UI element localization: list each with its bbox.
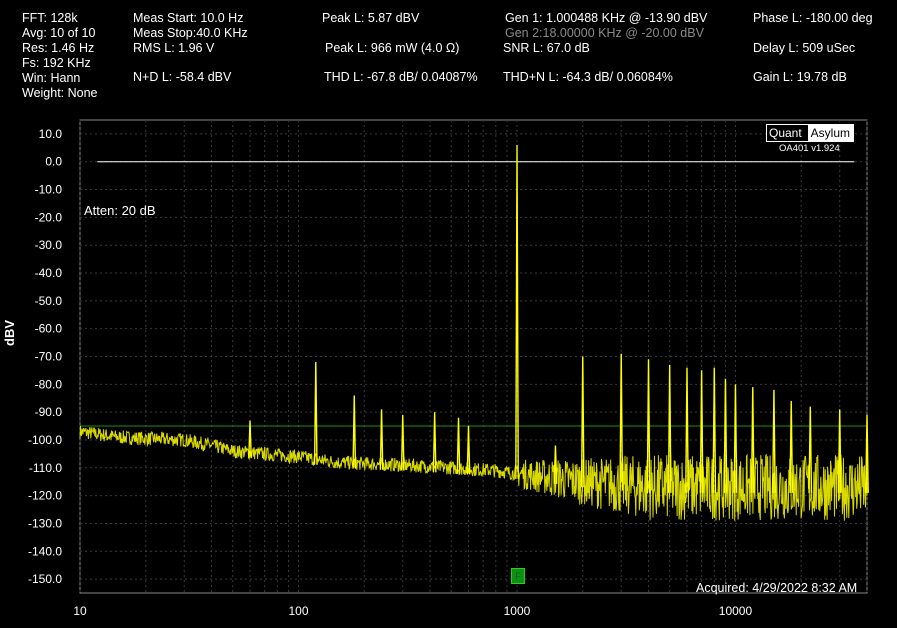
- meas-start: Meas Start: 10.0 Hz: [133, 11, 244, 25]
- y-tick-label: -60.0: [35, 322, 63, 336]
- y-tick-label: -110.0: [29, 461, 62, 475]
- spectral-peak: [733, 384, 738, 493]
- spectral-peak: [667, 364, 672, 493]
- y-tick-label: -100.0: [28, 433, 62, 447]
- quantasylum-logo: Quant Asylum: [766, 124, 854, 142]
- resolution: Res: 1.46 Hz: [22, 41, 95, 55]
- spectral-peak: [699, 370, 704, 493]
- spectral-peak: [723, 378, 728, 493]
- spectral-peak: [352, 395, 357, 469]
- spectral-peak: [553, 445, 558, 484]
- plot-frame: [79, 119, 868, 594]
- y-tick-label: -150.0: [28, 572, 62, 586]
- y-tick-label: -20.0: [35, 210, 63, 224]
- spectral-peak: [466, 426, 471, 475]
- y-axis-label: dBV: [2, 320, 17, 346]
- y-tick-label: -50.0: [35, 294, 63, 308]
- y-tick-label: -80.0: [35, 377, 63, 391]
- spectral-peak: [646, 359, 651, 493]
- spectral-peak: [580, 356, 585, 488]
- snr: SNR L: 67.0 dB: [503, 41, 590, 55]
- x-tick-label: 10: [73, 604, 87, 618]
- spectral-peak: [712, 367, 717, 493]
- spectral-peak: [772, 389, 776, 493]
- spectral-peak: [456, 417, 461, 474]
- spectral-peak: [789, 401, 794, 493]
- y-tick-label: -30.0: [35, 238, 63, 252]
- settings-column: FFT: 128k Avg: 10 of 10 Res: 1.46 Hz Fs:…: [22, 11, 98, 101]
- phase: Phase L: -180.00 deg: [753, 11, 873, 25]
- spectral-peak: [313, 362, 318, 465]
- spectral-peak: [515, 145, 519, 479]
- averaging: Avg: 10 of 10: [22, 26, 96, 40]
- spectral-peak: [248, 420, 252, 459]
- acquired-timestamp: Acquired: 4/29/2022 8:32 AM: [696, 581, 858, 595]
- y-tick-label: -40.0: [35, 266, 63, 280]
- spectral-peak: [432, 412, 437, 473]
- n-plus-d: N+D L: -58.4 dBV: [133, 70, 232, 84]
- y-tick-label: -130.0: [28, 516, 62, 530]
- spectral-peak: [808, 406, 813, 493]
- x-tick-label: 10000: [719, 604, 753, 618]
- y-tick-label: -10.0: [35, 183, 63, 197]
- rms-level: RMS L: 1.96 V: [133, 41, 215, 55]
- window: Win: Hann: [22, 71, 81, 85]
- peak-mw: Peak L: 966 mW (4.0 Ω): [325, 41, 460, 55]
- x-tick-label: 1000: [504, 604, 531, 618]
- y-tick-label: -140.0: [28, 544, 62, 558]
- peak-dbv: Peak L: 5.87 dBV: [322, 11, 420, 25]
- fft-size: FFT: 128k: [22, 11, 78, 25]
- gen2: Gen 2:18.00000 KHz @ -20.00 dBV: [505, 26, 704, 40]
- weighting: Weight: None: [22, 86, 98, 100]
- spectral-peak: [400, 414, 405, 471]
- delay: Delay L: 509 uSec: [753, 41, 856, 55]
- frequency-marker[interactable]: F: [511, 568, 525, 584]
- spectral-peak: [685, 367, 689, 493]
- spectral-peak: [750, 387, 755, 493]
- y-tick-label: -120.0: [28, 489, 62, 503]
- thd-plus-n: THD+N L: -64.3 dB/ 0.06084%: [503, 70, 673, 84]
- spectral-peak: [865, 414, 869, 493]
- y-tick-label: 0.0: [45, 155, 62, 169]
- y-tick-label: -90.0: [35, 405, 63, 419]
- attenuation-label: Atten: 20 dB: [84, 203, 156, 218]
- meas-stop: Meas Stop:40.0 KHz: [133, 26, 248, 40]
- x-tick-label: 100: [288, 604, 308, 618]
- thd: THD L: -67.8 dB/ 0.04087%: [324, 70, 478, 84]
- sample-rate: Fs: 192 KHz: [22, 56, 91, 70]
- spectral-peak: [379, 409, 384, 470]
- spectral-peak: [837, 409, 842, 493]
- gen1: Gen 1: 1.000488 KHz @ -13.90 dBV: [505, 11, 708, 25]
- spectral-peak: [619, 353, 624, 491]
- version-label: OA401 v1.924: [779, 143, 840, 154]
- gain: Gain L: 19.78 dB: [753, 70, 847, 84]
- y-tick-label: 10.0: [39, 127, 63, 141]
- y-tick-label: -70.0: [35, 350, 63, 364]
